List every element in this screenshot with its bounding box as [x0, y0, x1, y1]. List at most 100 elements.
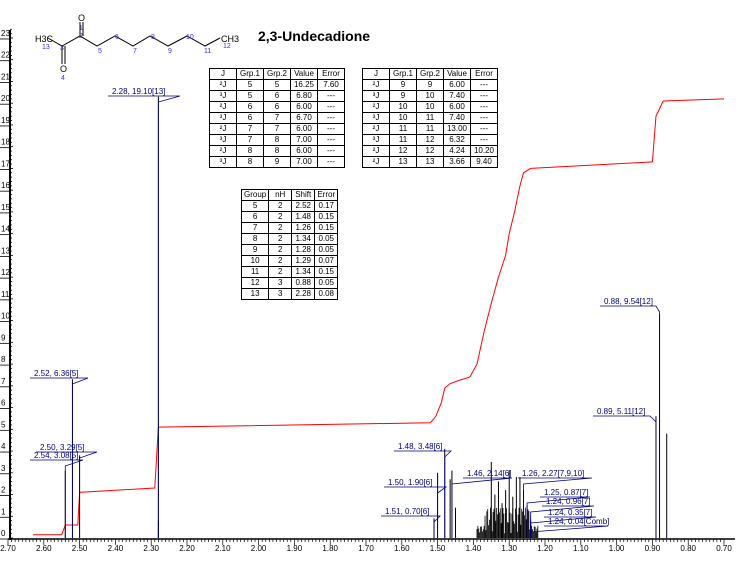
- x-tick-label: 1.20: [537, 544, 553, 553]
- peak-label: 1.24, 0.96[7]: [546, 497, 590, 506]
- table-cell: 10: [240, 255, 270, 267]
- table-cell: 6.00: [290, 123, 318, 135]
- table-cell: 7: [263, 123, 291, 135]
- table-cell: 2: [268, 200, 293, 212]
- table-row: ²J 12 12 4.24 10.20: [362, 145, 498, 157]
- table-cell: ---: [470, 101, 498, 113]
- table-row: ²J 5 5 16.25 7.60: [209, 79, 345, 91]
- table-cell: 7.40: [443, 112, 471, 124]
- peak-label-leader: [526, 496, 591, 538]
- peak-label: 1.50, 1.90[6]: [388, 478, 432, 487]
- table-cell: 12: [416, 145, 444, 157]
- table-cell: 0.15: [314, 266, 339, 278]
- y-tick-label: 17: [1, 159, 10, 168]
- atom-number: 13: [42, 44, 50, 51]
- table-row: ³J 8 9 7.00 ---: [209, 156, 345, 168]
- table-cell: ³J: [209, 156, 237, 168]
- table-cell: 6: [263, 101, 291, 113]
- peak-label-leader: [530, 525, 609, 538]
- peak-label-leader: [593, 415, 657, 538]
- atom-number: 1: [79, 25, 83, 32]
- peak-label-leader: [600, 305, 660, 538]
- table-cell: 11: [240, 266, 270, 278]
- table-cell: 0.07: [314, 255, 339, 267]
- table-cell: ²J: [362, 123, 390, 135]
- atom-number: 10: [186, 34, 194, 41]
- table-row: 12 3 0.88 0.05: [240, 277, 339, 289]
- column-header: Group: [240, 189, 270, 201]
- atom-number: 6: [115, 34, 119, 41]
- table-row: 6 2 1.48 0.15: [240, 211, 339, 223]
- table-cell: 2: [268, 255, 293, 267]
- column-header: Error: [470, 68, 498, 80]
- table-cell: 11: [416, 123, 444, 135]
- table-cell: ²J: [209, 123, 237, 135]
- table-cell: 0.05: [314, 277, 339, 289]
- table-cell: 6.00: [290, 145, 318, 157]
- table-cell: 7.60: [317, 79, 345, 91]
- table-cell: ---: [470, 134, 498, 146]
- atom-number: 8: [151, 34, 155, 41]
- table-row: ³J 10 11 7.40 ---: [362, 112, 498, 124]
- table-cell: 7: [240, 222, 270, 234]
- table-cell: 8: [263, 134, 291, 146]
- y-tick-label: 7: [1, 377, 6, 386]
- y-tick-label: 14: [1, 225, 10, 234]
- table-cell: 6.00: [443, 79, 471, 91]
- table-cell: 6.32: [443, 134, 471, 146]
- table-cell: 1.28: [291, 244, 316, 256]
- methyl-right: CH3: [221, 34, 239, 44]
- table-cell: ---: [470, 79, 498, 91]
- peak-label-leader: [381, 515, 441, 538]
- peak-label: 2.52, 6.36[5]: [34, 369, 78, 378]
- table-cell: ---: [317, 90, 345, 102]
- peak-label: 1.24, 0.35[7]: [548, 508, 592, 517]
- table-cell: 6: [236, 112, 264, 124]
- table-header-row: J Grp.1 Grp.2 Value Error: [362, 68, 498, 80]
- x-tick-label: 1.50: [430, 544, 446, 553]
- table-cell: 11: [389, 134, 417, 146]
- table-cell: 7.00: [290, 156, 318, 168]
- table-row: ³J 9 10 7.40 ---: [362, 90, 498, 102]
- table-cell: 8: [236, 145, 264, 157]
- table-cell: 8: [236, 156, 264, 168]
- peak-label-leader: [108, 95, 181, 538]
- table-cell: 10: [416, 101, 444, 113]
- table-cell: 2: [268, 233, 293, 245]
- table-cell: 8: [263, 145, 291, 157]
- table-cell: 6.80: [290, 90, 318, 102]
- table-cell: ²J: [362, 79, 390, 91]
- x-tick-label: 0.90: [645, 544, 661, 553]
- methyl-left: H3C: [35, 34, 54, 44]
- table-cell: ³J: [209, 90, 237, 102]
- table-header-row: Group nH Shift Error: [240, 189, 339, 201]
- table-row: ³J 6 7 6.70 ---: [209, 112, 345, 124]
- x-tick-label: 1.60: [394, 544, 410, 553]
- table-cell: 12: [240, 277, 270, 289]
- table-row: ²J 6 6 6.00 ---: [209, 101, 345, 113]
- x-tick-label: 0.70: [716, 544, 732, 553]
- y-tick-label: 4: [1, 442, 6, 451]
- y-tick-label: 23: [1, 29, 10, 38]
- x-tick-label: 2.00: [251, 544, 267, 553]
- table-cell: 6: [236, 101, 264, 113]
- x-tick-label: 2.40: [108, 544, 124, 553]
- x-tick-label: 1.90: [287, 544, 303, 553]
- table-cell: 7: [236, 134, 264, 146]
- peak-label-leader: [384, 486, 448, 538]
- x-tick-label: 0.80: [680, 544, 696, 553]
- table-cell: 0.15: [314, 211, 339, 223]
- table-cell: 9.40: [470, 156, 498, 168]
- peak-label-leader: [30, 377, 89, 538]
- table-cell: ---: [317, 123, 345, 135]
- table-cell: 11: [416, 112, 444, 124]
- y-tick-label: 20: [1, 94, 10, 103]
- table-cell: 0.15: [314, 222, 339, 234]
- peak-label: 1.48, 3.48[6]: [398, 442, 442, 451]
- table-cell: 0.17: [314, 200, 339, 212]
- table-row: ²J 13 13 3.66 9.40: [362, 156, 498, 168]
- table-cell: 3: [268, 288, 293, 300]
- table-cell: 10: [389, 101, 417, 113]
- table-cell: ²J: [362, 101, 390, 113]
